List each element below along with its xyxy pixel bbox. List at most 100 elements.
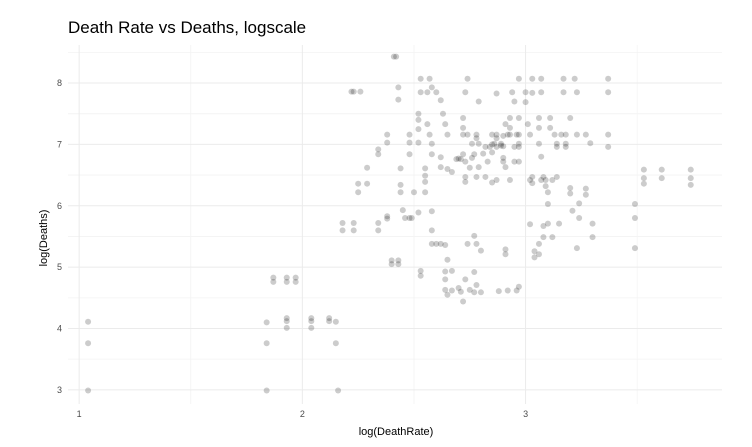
data-points xyxy=(85,53,694,394)
data-point xyxy=(433,89,440,96)
data-point xyxy=(428,151,435,158)
data-point xyxy=(491,140,498,147)
data-point xyxy=(417,267,424,274)
data-point xyxy=(415,116,422,123)
data-point xyxy=(549,234,556,241)
data-point xyxy=(417,272,424,279)
grid xyxy=(68,45,722,404)
data-point xyxy=(529,75,536,82)
data-point xyxy=(263,319,270,326)
y-tick-label: 7 xyxy=(57,139,62,149)
data-point xyxy=(540,173,547,180)
data-point xyxy=(576,200,583,207)
data-point xyxy=(553,143,560,150)
data-point xyxy=(406,215,413,222)
data-point xyxy=(489,131,496,138)
data-point xyxy=(448,169,455,176)
data-point xyxy=(395,84,402,91)
data-point xyxy=(556,220,563,227)
data-point xyxy=(658,166,665,173)
data-point xyxy=(506,115,513,122)
y-tick-label: 4 xyxy=(57,324,62,334)
data-point xyxy=(544,220,551,227)
data-point xyxy=(527,131,534,138)
data-point xyxy=(364,180,371,187)
data-point xyxy=(283,324,290,331)
data-point xyxy=(522,89,529,96)
data-point xyxy=(390,53,397,60)
data-point xyxy=(388,257,395,264)
data-point xyxy=(473,173,480,180)
data-point xyxy=(437,240,444,247)
data-point xyxy=(511,143,518,150)
data-point xyxy=(658,175,665,182)
data-point xyxy=(502,121,509,128)
data-point xyxy=(529,180,536,187)
data-point xyxy=(357,88,364,95)
data-point xyxy=(486,143,493,150)
data-point xyxy=(410,189,417,196)
data-point xyxy=(453,156,460,163)
data-point xyxy=(308,324,315,331)
data-point xyxy=(515,75,522,82)
data-point xyxy=(489,149,496,156)
chart-title: Death Rate vs Deaths, logscale xyxy=(68,18,306,37)
data-point xyxy=(640,180,647,187)
data-point xyxy=(428,240,435,247)
data-point xyxy=(350,88,357,95)
data-point xyxy=(504,287,511,294)
data-point xyxy=(464,131,471,138)
data-point xyxy=(471,232,478,239)
data-point xyxy=(460,131,467,138)
data-point xyxy=(283,315,290,322)
data-point xyxy=(687,175,694,182)
data-point xyxy=(547,115,554,122)
data-point xyxy=(433,240,440,247)
data-point xyxy=(417,89,424,96)
data-point xyxy=(384,139,391,146)
data-point xyxy=(553,140,560,147)
data-point xyxy=(482,173,489,180)
data-point xyxy=(464,240,471,247)
data-point xyxy=(424,89,431,96)
data-point xyxy=(462,158,469,165)
data-point xyxy=(687,166,694,173)
data-point xyxy=(582,131,589,138)
data-point xyxy=(283,318,290,325)
data-point xyxy=(384,215,391,222)
data-point xyxy=(444,256,451,263)
data-point xyxy=(308,318,315,325)
data-point xyxy=(364,164,371,171)
data-point xyxy=(562,140,569,147)
data-point xyxy=(263,340,270,347)
data-point xyxy=(437,97,444,104)
data-point xyxy=(473,131,480,138)
data-point xyxy=(529,89,536,96)
data-point xyxy=(444,131,451,138)
data-point xyxy=(406,151,413,158)
data-point xyxy=(524,121,531,128)
data-point xyxy=(506,124,513,131)
data-point xyxy=(687,181,694,188)
data-point xyxy=(540,223,547,230)
data-point xyxy=(442,268,449,275)
data-point xyxy=(437,164,444,171)
data-point xyxy=(283,274,290,281)
data-point xyxy=(535,140,542,147)
data-point xyxy=(500,154,507,161)
data-point xyxy=(582,185,589,192)
data-point xyxy=(527,177,534,184)
data-point xyxy=(569,207,576,214)
data-point xyxy=(477,289,484,296)
data-point xyxy=(462,89,469,96)
data-point xyxy=(395,96,402,103)
data-point xyxy=(428,227,435,234)
data-point xyxy=(457,288,464,295)
data-point xyxy=(576,215,583,222)
data-point xyxy=(442,286,449,293)
data-point xyxy=(562,131,569,138)
data-point xyxy=(493,143,500,150)
data-point xyxy=(542,177,549,184)
y-tick-label: 8 xyxy=(57,78,62,88)
